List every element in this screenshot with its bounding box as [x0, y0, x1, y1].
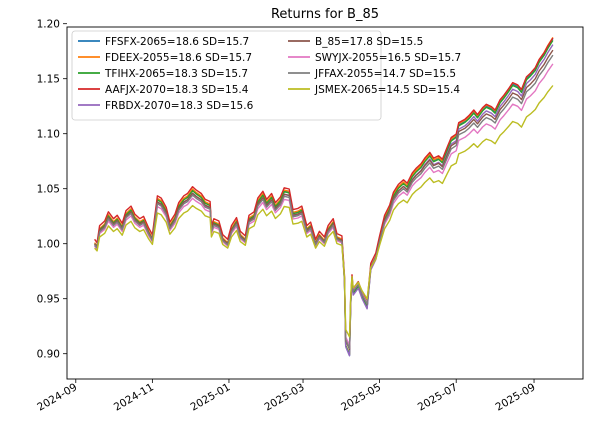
legend-entry: JFFAX-2055=14.7 SD=15.5 — [314, 68, 456, 80]
y-tick-label: 0.95 — [37, 294, 60, 306]
chart-title: Returns for B_85 — [271, 7, 379, 22]
x-tick-label: 2025-07 — [416, 381, 460, 413]
series-lines — [94, 37, 554, 357]
legend-entry: FFSFX-2065=18.6 SD=15.7 — [105, 36, 249, 48]
x-tick-label: 2025-05 — [339, 381, 383, 413]
x-tick-label: 2025-01 — [188, 381, 232, 413]
legend-entry: B_85=17.8 SD=15.5 — [315, 36, 423, 48]
legend-box — [71, 30, 382, 121]
series-line-8 — [94, 85, 554, 338]
x-tick-label: 2024-11 — [112, 381, 156, 413]
legend: FFSFX-2065=18.6 SD=15.7 FDEEX-2055=18.6 S… — [71, 30, 461, 121]
series-line-3 — [94, 37, 554, 350]
legend-entry: AAFJX-2070=18.3 SD=15.4 — [105, 84, 249, 96]
y-tick-label: 1.00 — [37, 239, 60, 251]
x-tick-label: 2025-03 — [263, 381, 307, 413]
y-tick-label: 1.20 — [37, 19, 60, 31]
y-tick-label: 1.15 — [37, 74, 60, 86]
x-tick-label: 2025-09 — [494, 381, 538, 413]
legend-entry: JSMEX-2065=14.5 SD=15.4 — [314, 84, 460, 96]
plot-frame — [66, 26, 584, 380]
legend-entry: FRBDX-2070=18.3 SD=15.6 — [105, 100, 254, 112]
legend-entry: TFIHX-2065=18.3 SD=15.7 — [104, 68, 248, 80]
y-tick-label: 1.05 — [37, 184, 60, 196]
legend-entry: FDEEX-2055=18.6 SD=15.7 — [105, 52, 252, 64]
legend-entry: SWYJX-2055=16.5 SD=15.7 — [315, 52, 461, 64]
series-line-7 — [94, 54, 554, 349]
y-tick-label: 1.10 — [37, 129, 60, 141]
y-tick-label: 0.90 — [37, 349, 60, 361]
x-tick-label: 2024-09 — [35, 381, 79, 413]
